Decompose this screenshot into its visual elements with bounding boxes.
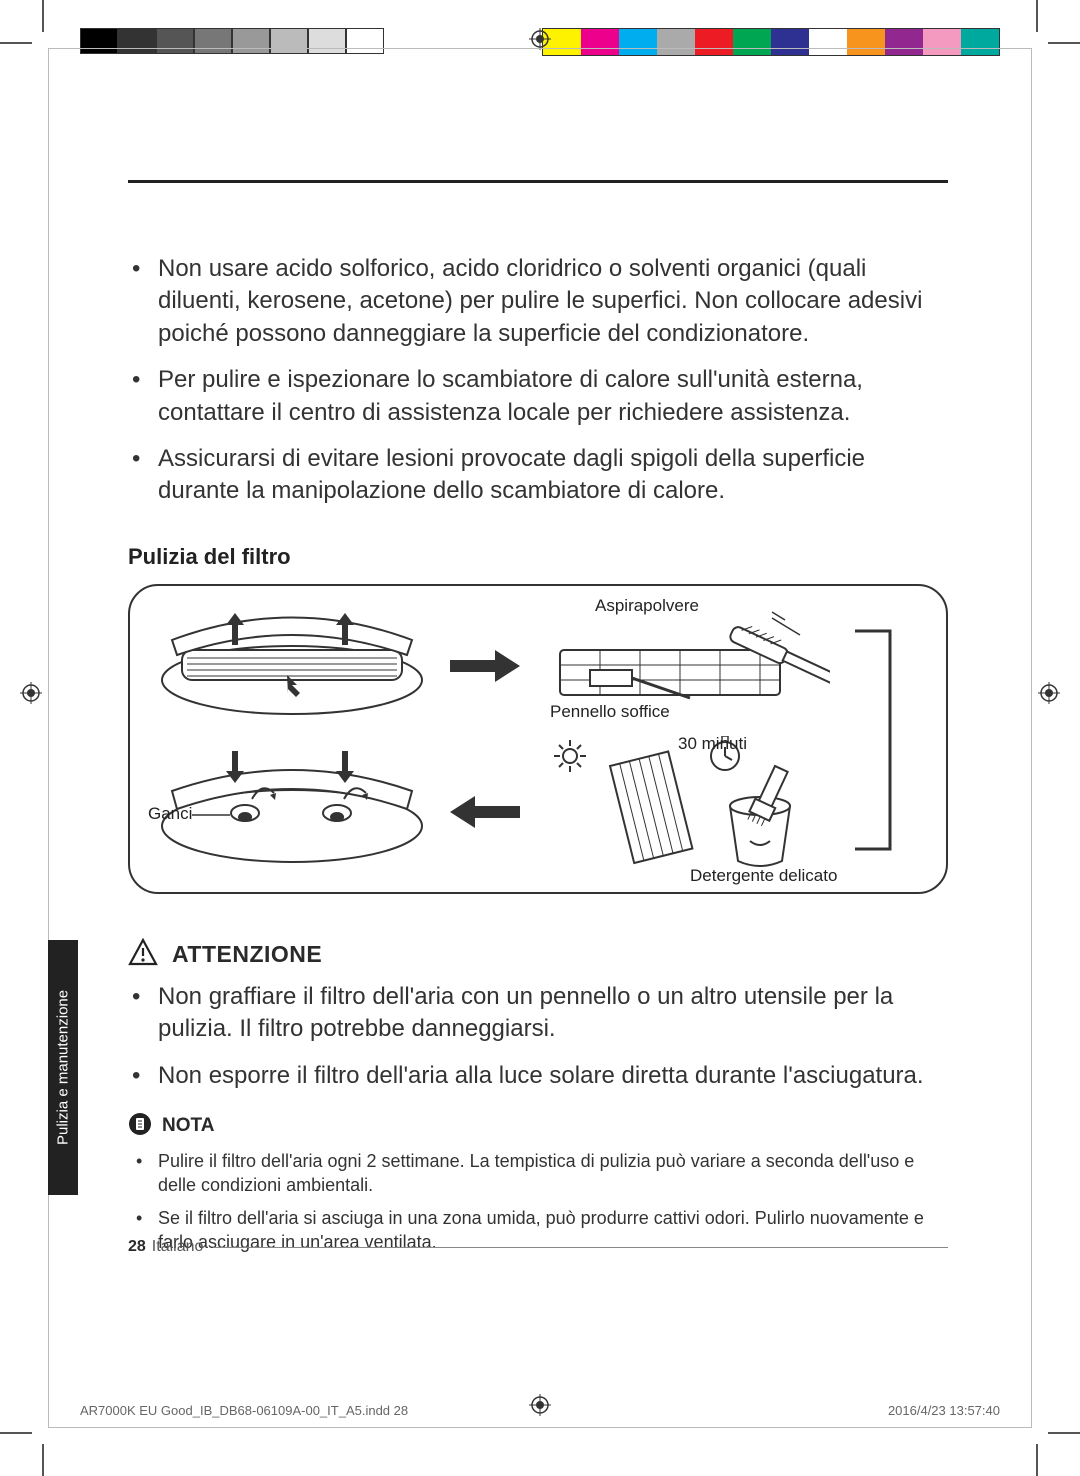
top-rule bbox=[128, 180, 948, 183]
detergent-label: Detergente delicato bbox=[690, 866, 837, 886]
page-number: 28 bbox=[128, 1238, 146, 1256]
intro-bullets: Non usare acido solforico, acido cloridr… bbox=[128, 253, 948, 508]
page-content: Non usare acido solforico, acido cloridr… bbox=[128, 180, 948, 1262]
imprint-datetime: 2016/4/23 13:57:40 bbox=[888, 1403, 1000, 1418]
attention-heading: ATTENZIONE bbox=[128, 938, 948, 971]
footer-line: 28 Italiano bbox=[128, 1238, 948, 1256]
bullet-item: Non graffiare il filtro dell'aria con un… bbox=[158, 981, 948, 1046]
vacuum-label: Aspirapolvere bbox=[595, 596, 699, 616]
printer-marks-bottom bbox=[0, 1416, 1080, 1476]
bullet-item: Non usare acido solforico, acido cloridr… bbox=[158, 253, 948, 350]
wash-dry-icon bbox=[550, 736, 850, 886]
note-heading: NOTA bbox=[128, 1112, 948, 1141]
note-title: NOTA bbox=[162, 1115, 214, 1137]
bullet-item: Pulire il filtro dell'aria ogni 2 settim… bbox=[158, 1149, 948, 1198]
imprint-line: AR7000K EU Good_IB_DB68-06109A-00_IT_A5.… bbox=[80, 1403, 1000, 1418]
hooks-pointer-icon bbox=[192, 808, 230, 822]
ac-unit-bottom-icon bbox=[152, 741, 432, 871]
arrow-left-icon bbox=[450, 796, 520, 828]
brush-label: Pennello soffice bbox=[550, 702, 670, 722]
attention-title: ATTENZIONE bbox=[172, 941, 322, 968]
section-tab: Pulizia e manutenzione bbox=[48, 940, 78, 1195]
flow-bracket-icon bbox=[850, 626, 910, 856]
registration-mark-icon bbox=[1038, 682, 1060, 704]
hooks-label: Ganci bbox=[148, 804, 192, 824]
filter-cleaning-heading: Pulizia del filtro bbox=[128, 544, 948, 570]
bullet-item: Per pulire e ispezionare lo scambiatore … bbox=[158, 364, 948, 429]
bullet-item: Non esporre il filtro dell'aria alla luc… bbox=[158, 1060, 948, 1092]
ac-unit-top-icon bbox=[152, 600, 432, 720]
registration-mark-icon bbox=[20, 682, 42, 704]
note-page-icon bbox=[128, 1112, 152, 1141]
attention-bullets: Non graffiare il filtro dell'aria con un… bbox=[128, 981, 948, 1092]
registration-mark-icon bbox=[529, 28, 551, 50]
arrow-right-icon bbox=[450, 650, 520, 682]
filter-cleaning-diagram: Aspirapolvere Pennello soffice 30 minuti… bbox=[128, 584, 948, 894]
bullet-item: Assicurarsi di evitare lesioni provocate… bbox=[158, 443, 948, 508]
time-label: 30 minuti bbox=[678, 734, 747, 754]
warning-triangle-icon bbox=[128, 938, 158, 971]
page-language: Italiano bbox=[152, 1238, 204, 1256]
imprint-file: AR7000K EU Good_IB_DB68-06109A-00_IT_A5.… bbox=[80, 1403, 408, 1418]
